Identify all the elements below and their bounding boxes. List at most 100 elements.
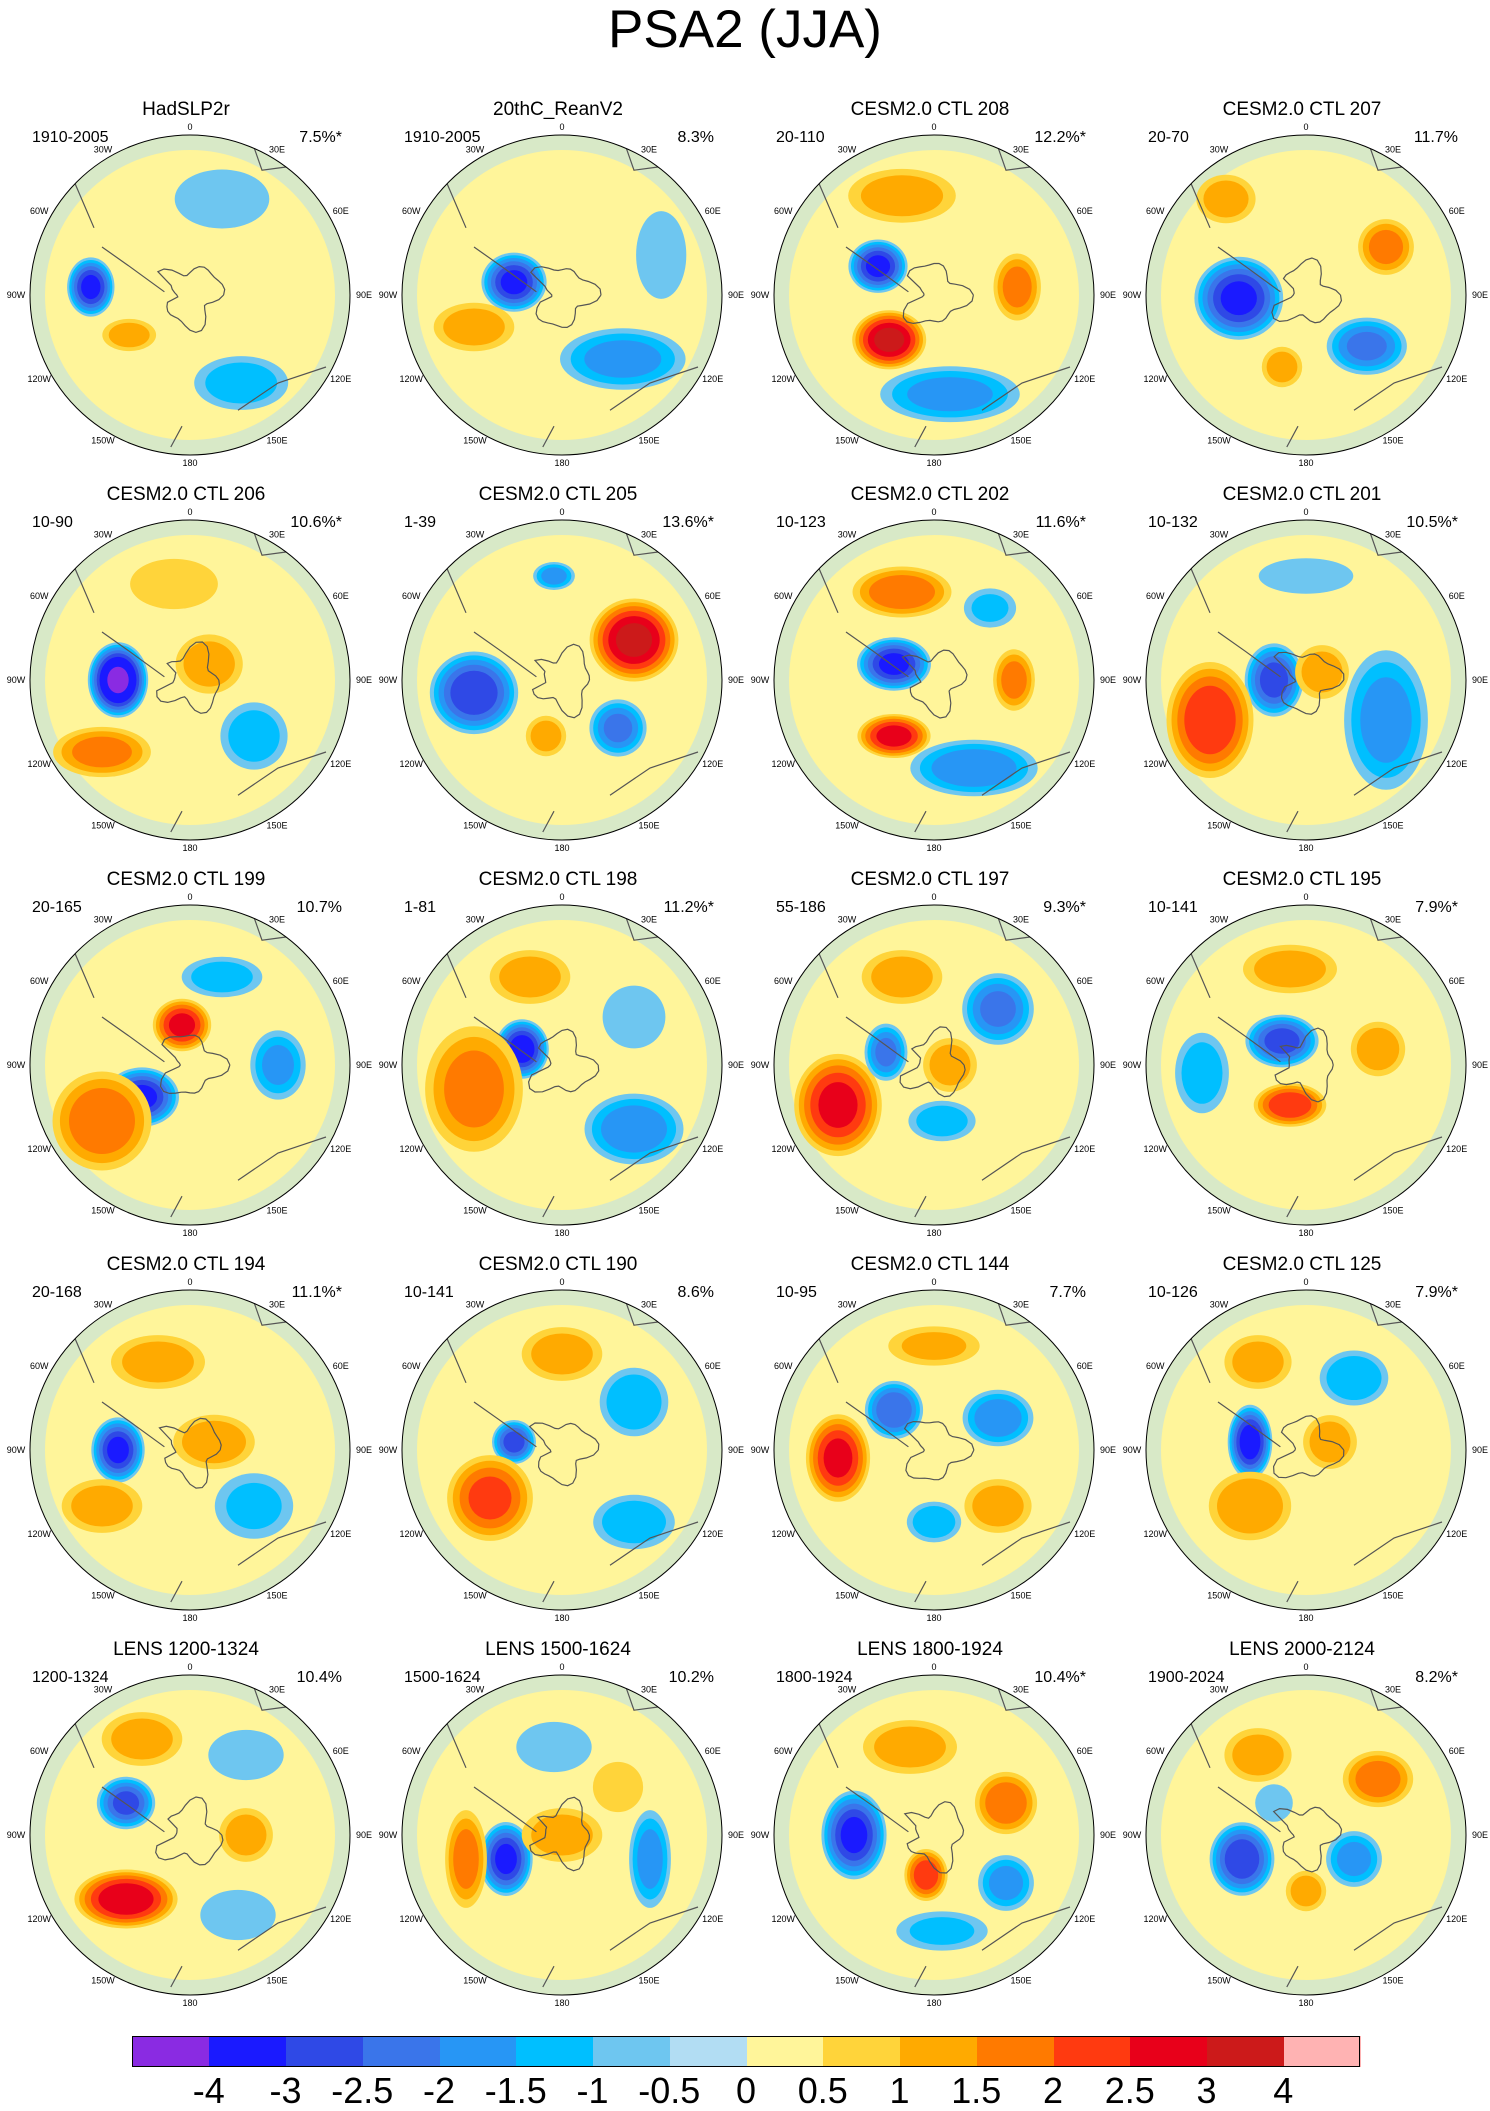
- contour-field: [402, 520, 722, 840]
- longitude-label: 60W: [1146, 976, 1165, 986]
- longitude-label: 0: [187, 1277, 192, 1287]
- panel-percent-variance: 10.6%*: [290, 514, 342, 531]
- contour-fill: [615, 623, 653, 657]
- figure-title: PSA2 (JJA): [608, 0, 882, 59]
- contour-field: [402, 1675, 722, 1995]
- longitude-label: 30W: [1210, 1685, 1229, 1695]
- contour-fill: [122, 1341, 194, 1383]
- longitude-label: 90E: [728, 1830, 744, 1840]
- longitude-label: 0: [187, 1662, 192, 1672]
- longitude-label: 120E: [1074, 1914, 1095, 1924]
- longitude-label: 90E: [1100, 1060, 1116, 1070]
- longitude-label: 0: [931, 1277, 936, 1287]
- longitude-label: 150E: [638, 1206, 659, 1216]
- longitude-label: 30W: [94, 530, 113, 540]
- longitude-label: 150W: [1207, 1206, 1231, 1216]
- colorbar-swatch: [976, 2036, 1054, 2067]
- longitude-label: 90E: [1472, 1830, 1488, 1840]
- colorbar-tick-label: -1: [576, 2070, 609, 2111]
- longitude-label: 90W: [7, 675, 26, 685]
- contour-fill: [637, 1829, 663, 1889]
- map-border: [773, 904, 1095, 1226]
- longitude-label: 30W: [1210, 1300, 1229, 1310]
- map-border: [1145, 904, 1467, 1226]
- panel-title: CESM2.0 CTL 195: [1222, 869, 1382, 890]
- contour-fill: [453, 1829, 479, 1889]
- polar-map: 0 30E 60E 90E 120E 150E 180 150W 120W 90W 60W 30W: [7, 1662, 372, 2008]
- colorbar-tick-label: 2: [1042, 2070, 1064, 2111]
- contour-fill: [823, 1438, 853, 1478]
- longitude-label: 0: [1303, 1277, 1308, 1287]
- longitude-label: 60E: [705, 1361, 721, 1371]
- contour-fill: [228, 710, 280, 762]
- map-border: [401, 904, 723, 1226]
- polar-map: 0 30E 60E 90E 120E 150E 180 150W 120W 90W 60W 30W: [1123, 122, 1488, 468]
- panel-title: CESM2.0 CTL 199: [106, 869, 266, 890]
- longitude-label: 30W: [466, 1685, 485, 1695]
- longitude-label: 30W: [94, 915, 113, 925]
- contour-fill: [450, 670, 498, 715]
- longitude-label: 30W: [838, 1685, 857, 1695]
- contour-fill: [988, 1865, 1024, 1901]
- longitude-label: 0: [1303, 122, 1308, 132]
- longitude-label: 120E: [702, 1144, 723, 1154]
- longitude-label: 150E: [1382, 821, 1403, 831]
- contour-field: [1146, 905, 1466, 1225]
- longitude-label: 60E: [1077, 1746, 1093, 1756]
- longitude-label: 180: [554, 1613, 569, 1623]
- colorbar-swatch: [592, 2036, 670, 2067]
- longitude-label: 90E: [728, 675, 744, 685]
- polar-map: 0 30E 60E 90E 120E 150E 180 150W 120W 90W 60W 30W: [751, 1277, 1116, 1623]
- contour-field: [774, 1290, 1094, 1610]
- longitude-label: 120W: [1144, 759, 1168, 769]
- contour-fill: [875, 1037, 897, 1067]
- contour-fill: [225, 1814, 267, 1856]
- contour-field: [402, 1290, 722, 1610]
- panel-percent-variance: 7.5%*: [299, 129, 342, 146]
- contour-fill: [1301, 651, 1343, 693]
- contour-field: [402, 905, 722, 1225]
- longitude-label: 60E: [1077, 1361, 1093, 1371]
- polar-map: 0 30E 60E 90E 120E 150E 180 150W 120W 90W 60W 30W: [7, 122, 372, 468]
- longitude-label: 180: [182, 458, 197, 468]
- contour-fill: [603, 713, 633, 743]
- longitude-label: 90E: [356, 1445, 372, 1455]
- longitude-label: 30E: [269, 145, 285, 155]
- colorbar-swatch: [285, 2036, 363, 2067]
- panel-title: CESM2.0 CTL 201: [1222, 484, 1382, 505]
- longitude-label: 120W: [772, 1914, 796, 1924]
- longitude-label: 60W: [30, 591, 49, 601]
- longitude-label: 60E: [333, 976, 349, 986]
- longitude-label: 90E: [356, 290, 372, 300]
- longitude-label: 30E: [1385, 1685, 1401, 1695]
- contour-fill: [1346, 331, 1387, 361]
- longitude-label: 90W: [1123, 1830, 1142, 1840]
- longitude-label: 180: [1298, 1228, 1313, 1238]
- panel-percent-variance: 7.9%*: [1415, 1284, 1458, 1301]
- panel-period: 20-70: [1148, 129, 1189, 146]
- longitude-label: 180: [926, 1613, 941, 1623]
- longitude-label: 30E: [1013, 145, 1029, 155]
- contour-fill: [874, 327, 905, 352]
- map-panel: CESM2.0 CTL 206 10-90 10.6%* 0 30E 60E 90E 120E…: [0, 385, 372, 853]
- map-border: [401, 134, 723, 456]
- longitude-label: 180: [182, 843, 197, 853]
- panel-percent-variance: 11.7%: [1413, 129, 1458, 146]
- longitude-label: 180: [1298, 1998, 1313, 2008]
- map-border: [1145, 1674, 1467, 1996]
- contour-fill: [174, 169, 270, 229]
- panel-percent-variance: 9.3%*: [1043, 899, 1086, 916]
- longitude-label: 0: [1303, 892, 1308, 902]
- contour-fill: [931, 749, 1017, 787]
- longitude-label: 30E: [1385, 915, 1401, 925]
- longitude-label: 120E: [330, 1914, 351, 1924]
- contour-fill: [107, 666, 129, 694]
- longitude-label: 120W: [1144, 374, 1168, 384]
- contour-fill: [1002, 266, 1032, 308]
- polar-map: 0 30E 60E 90E 120E 150E 180 150W 120W 90W 60W 30W: [751, 507, 1116, 853]
- longitude-label: 150E: [266, 1976, 287, 1986]
- longitude-label: 120E: [330, 759, 351, 769]
- longitude-label: 120W: [1144, 1529, 1168, 1539]
- contour-fill: [636, 211, 687, 299]
- longitude-label: 150E: [638, 436, 659, 446]
